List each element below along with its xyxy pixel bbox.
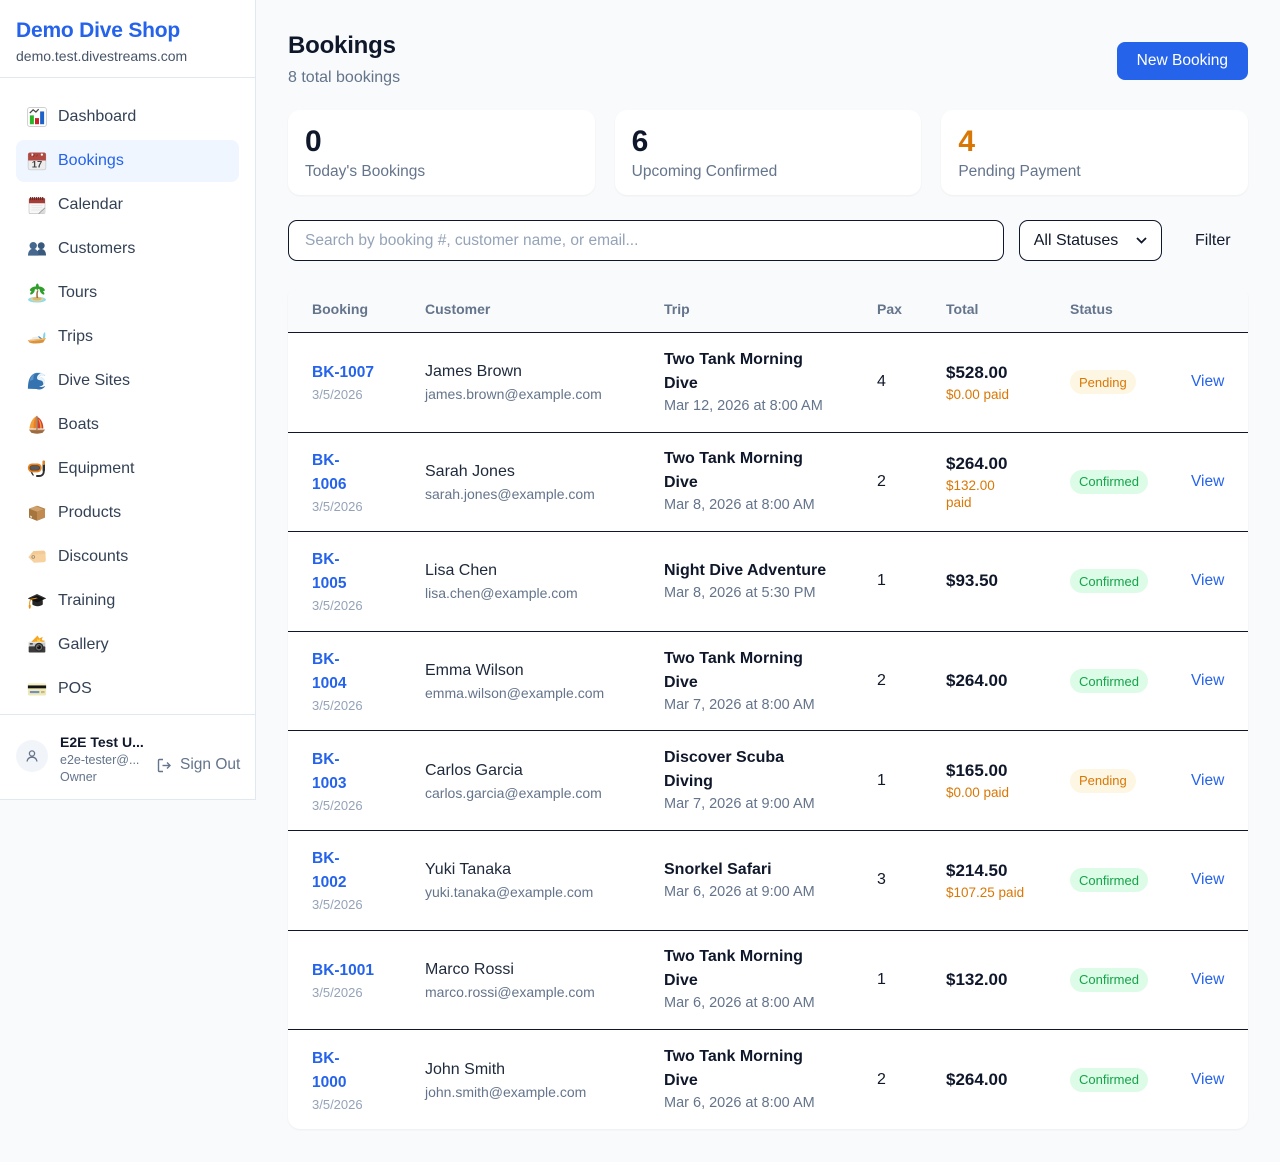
svg-text:17: 17 [32, 160, 43, 171]
